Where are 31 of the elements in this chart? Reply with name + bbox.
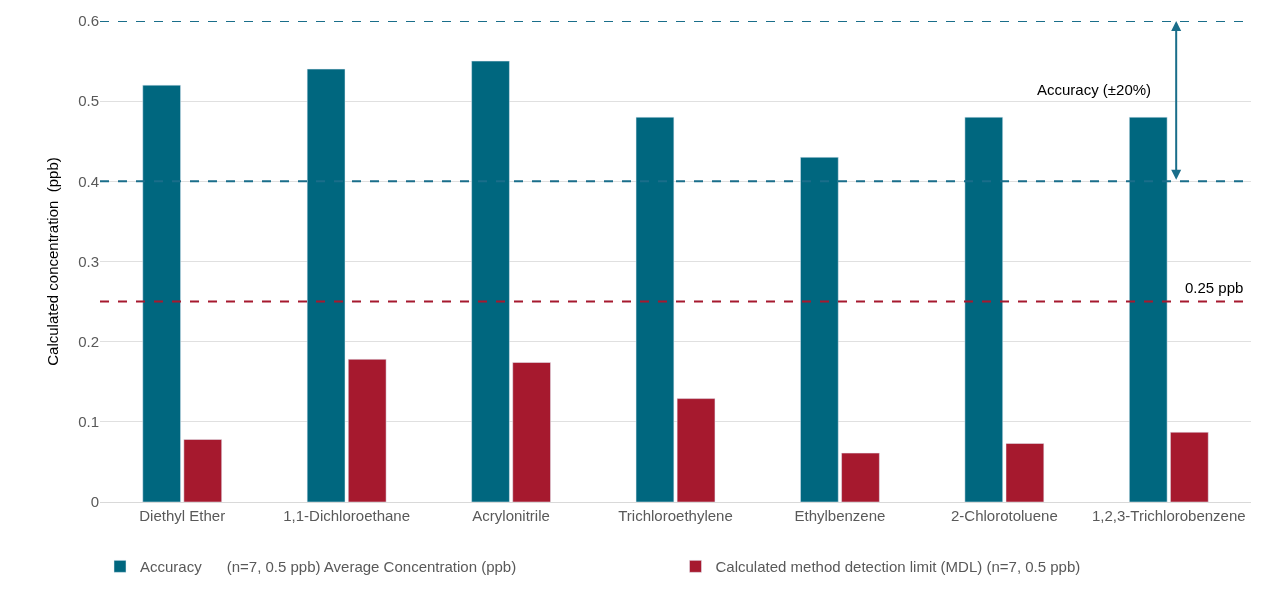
x-tick-label: 2-Chlorotoluene bbox=[950, 507, 1058, 524]
y-tick-label: 0.4 bbox=[78, 172, 99, 190]
x-tick-label: Acrylonitrile bbox=[472, 507, 550, 524]
y-tick-label: 0.3 bbox=[78, 252, 99, 270]
y-tick-label: 0 bbox=[90, 493, 99, 511]
bar bbox=[1170, 432, 1209, 502]
annotation: Accuracy (±20%) bbox=[1037, 81, 1152, 98]
bar bbox=[512, 362, 551, 502]
y-tick-label: 0.6 bbox=[78, 12, 99, 30]
bar bbox=[306, 68, 346, 502]
bar bbox=[964, 116, 1003, 502]
y-axis-title: Calculated concentration (ppb) bbox=[44, 157, 62, 366]
legend-label: Calculated method detection limit (MDL) (n=7, 0.5 ppb) bbox=[715, 558, 1081, 576]
bar bbox=[142, 84, 181, 502]
x-tick-label: Trichloroethylene bbox=[618, 507, 733, 524]
bar bbox=[348, 359, 387, 502]
y-tick-label: 0.1 bbox=[78, 413, 99, 431]
x-tick-label: 1,2,3-Trichlorobenzene bbox=[1091, 507, 1246, 524]
bar bbox=[841, 452, 880, 502]
x-tick-label: Ethylbenzene bbox=[794, 507, 886, 524]
bar bbox=[1005, 443, 1045, 502]
bar bbox=[183, 439, 222, 502]
x-tick-label: 1,1-Dichloroethane bbox=[283, 507, 411, 524]
y-tick-label: 0.5 bbox=[78, 92, 99, 110]
bar bbox=[1129, 116, 1168, 502]
ref-line-label: 0.25 ppb bbox=[1185, 279, 1244, 296]
bar bbox=[800, 157, 839, 502]
legend-label: Accuracy (n=7, 0.5 ppb) Average Concentration (ppb) bbox=[140, 558, 517, 576]
x-tick-label: Diethyl Ether bbox=[139, 507, 226, 524]
y-tick-label: 0.2 bbox=[78, 332, 99, 350]
bar bbox=[471, 60, 510, 502]
